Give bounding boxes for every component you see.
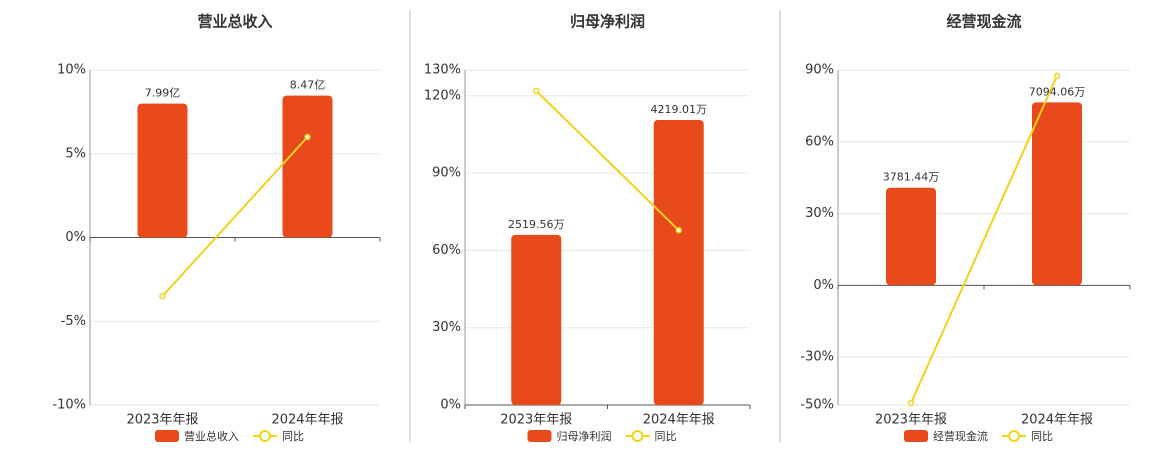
y-tick-label: -50% (800, 398, 834, 413)
y-tick-label: 30% (432, 320, 461, 335)
line (161, 136, 309, 297)
y-tick-label: 5% (65, 146, 86, 161)
x-tick-label: 2023年年报 (126, 413, 198, 428)
x-tick-label: 2023年年报 (500, 413, 572, 428)
line-point (675, 227, 682, 234)
line-point (533, 87, 540, 95)
y-tick-label: 130% (424, 63, 461, 78)
value-label: 8.47亿 (290, 79, 326, 92)
y-tick-label: 120% (424, 88, 461, 103)
legend-label: 经营现金流 (933, 429, 988, 443)
y-tick-label: 0% (440, 398, 461, 413)
x-tick-label: 2024年年报 (271, 413, 343, 428)
legend-label: 营业总收入 (184, 429, 239, 443)
value-label: 7094.06万 (1029, 85, 1086, 98)
x-tick-label: 2023年年报 (875, 413, 947, 428)
y-tick-label: 30% (805, 206, 834, 221)
y-tick-label: 0% (813, 278, 834, 293)
legend-swatch (527, 430, 552, 442)
line-point (304, 133, 311, 141)
bar (653, 120, 704, 406)
bar (282, 95, 333, 238)
chart-title: 营业总收入 (197, 13, 272, 31)
legend-label: 同比 (1031, 430, 1053, 443)
legend-swatch (155, 430, 179, 442)
bar (886, 187, 936, 286)
legend-swatch (259, 430, 271, 442)
value-label: 2519.56万 (508, 218, 565, 231)
value-label: 7.99亿 (145, 87, 181, 100)
line-point (1053, 72, 1061, 80)
legend-label: 同比 (655, 430, 677, 443)
bar (1032, 102, 1082, 286)
y-tick-label: -5% (61, 314, 86, 329)
value-label: 3781.44万 (883, 171, 940, 184)
y-tick-label: 60% (805, 134, 834, 149)
legend-label: 归母净利润 (557, 429, 612, 443)
value-label: 4219.01万 (651, 103, 708, 116)
chart-title: 归母净利润 (570, 13, 645, 31)
line-point (159, 292, 166, 300)
x-tick-label: 2024年年报 (643, 413, 715, 428)
legend-swatch (904, 430, 928, 442)
line-point (907, 399, 915, 407)
y-tick-label: 0% (65, 230, 86, 245)
y-tick-label: -30% (800, 350, 834, 365)
line (535, 90, 680, 231)
x-tick-label: 2024年年报 (1021, 413, 1093, 428)
y-tick-label: 90% (805, 63, 834, 78)
legend-swatch (1008, 430, 1020, 442)
y-tick-label: 60% (432, 243, 461, 258)
bar (137, 103, 188, 238)
legend-swatch (631, 430, 644, 442)
y-tick-label: 10% (57, 63, 86, 78)
y-tick-label: 90% (432, 166, 461, 181)
bar (511, 234, 562, 405)
y-tick-label: -10% (52, 398, 86, 413)
chart-title: 经营现金流 (946, 13, 1021, 31)
line (910, 75, 1058, 404)
legend-label: 同比 (282, 430, 304, 443)
